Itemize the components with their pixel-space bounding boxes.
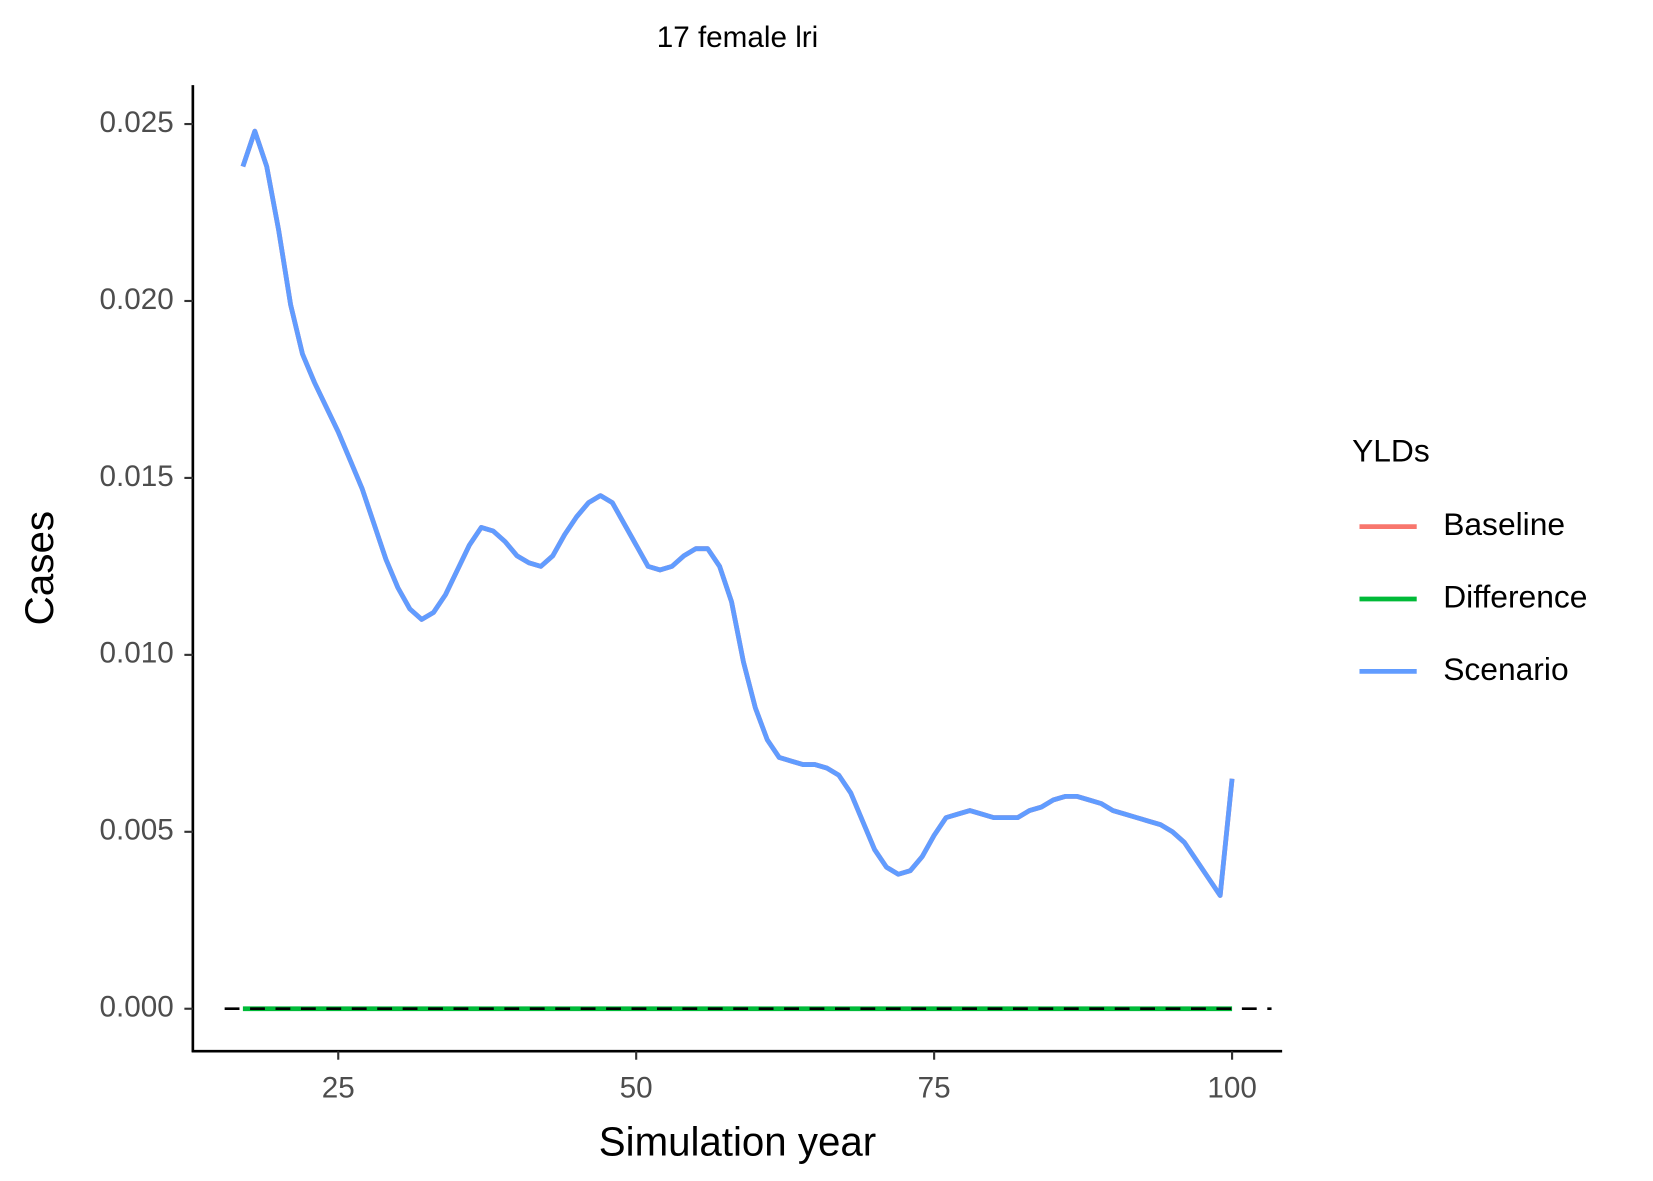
legend-label: Difference [1443, 578, 1587, 614]
x-tick-label: 100 [1207, 1071, 1256, 1104]
chart-title: 17 female lri [657, 21, 819, 54]
y-tick-label: 0.005 [100, 814, 174, 847]
y-tick-label: 0.025 [100, 106, 174, 139]
x-tick-label: 75 [918, 1071, 951, 1104]
legend-label: Scenario [1443, 651, 1568, 687]
y-tick-label: 0.015 [100, 460, 174, 493]
y-axis-label: Cases [16, 511, 62, 626]
legend-title: YLDs [1352, 433, 1430, 469]
y-tick-label: 0.020 [100, 283, 174, 316]
series-line [240, 128, 1235, 898]
x-axis-label: Simulation year [599, 1118, 876, 1164]
series-line [240, 128, 1235, 898]
y-tick-label: 0.000 [100, 991, 174, 1024]
x-tick-label: 50 [620, 1071, 653, 1104]
y-tick-label: 0.010 [100, 637, 174, 670]
legend-label: Baseline [1443, 506, 1565, 542]
x-tick-label: 25 [322, 1071, 355, 1104]
